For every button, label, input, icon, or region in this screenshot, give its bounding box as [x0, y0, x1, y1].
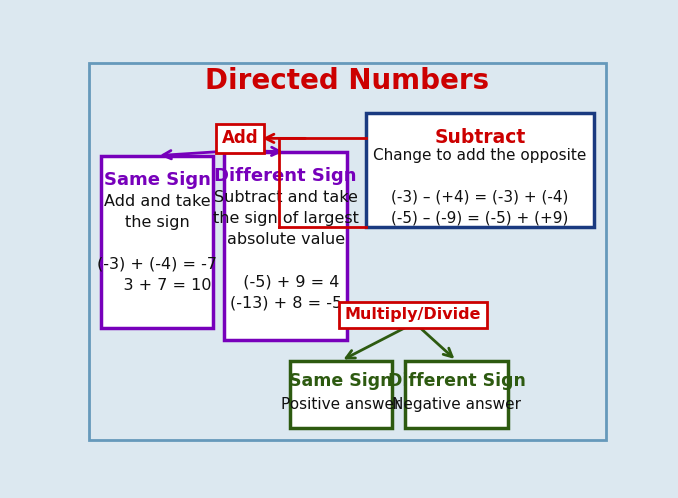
- FancyBboxPatch shape: [89, 63, 606, 440]
- FancyBboxPatch shape: [224, 152, 348, 340]
- Text: Subtract: Subtract: [435, 128, 525, 147]
- Text: Different Sign: Different Sign: [388, 373, 525, 390]
- Text: Positive answer: Positive answer: [281, 397, 401, 412]
- Text: Multiply/Divide: Multiply/Divide: [345, 307, 481, 322]
- Text: Different Sign: Different Sign: [214, 167, 357, 185]
- Text: Subtract and take
the sign of largest
absolute value

  (-5) + 9 = 4
(-13) + 8 =: Subtract and take the sign of largest ab…: [213, 190, 359, 310]
- FancyBboxPatch shape: [100, 156, 214, 328]
- Text: Change to add the opposite

(-3) – (+4) = (-3) + (-4)
(-5) – (-9) = (-5) + (+9): Change to add the opposite (-3) – (+4) =…: [374, 148, 587, 226]
- Text: Same Sign: Same Sign: [104, 171, 210, 189]
- Text: Same Sign: Same Sign: [289, 373, 393, 390]
- FancyBboxPatch shape: [405, 361, 508, 428]
- FancyBboxPatch shape: [290, 361, 392, 428]
- Text: Directed Numbers: Directed Numbers: [205, 67, 490, 95]
- Text: Add and take
the sign

(-3) + (-4) = -7
    3 + 7 = 10: Add and take the sign (-3) + (-4) = -7 3…: [97, 194, 217, 293]
- FancyBboxPatch shape: [366, 114, 595, 227]
- Text: Add: Add: [222, 129, 258, 147]
- Text: Negative answer: Negative answer: [392, 397, 521, 412]
